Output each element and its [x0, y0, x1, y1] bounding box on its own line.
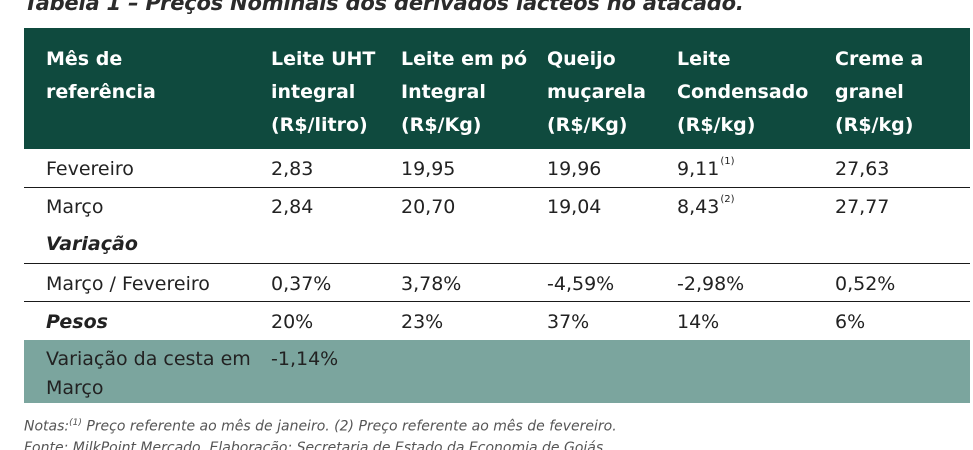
table-row-fevereiro: Fevereiro 2,83 19,95 19,96 9,11(1) 27,63: [24, 149, 970, 188]
table-row-marco: Março 2,84 20,70 19,04 8,43(2) 27,77: [24, 187, 970, 225]
cell-queijo: -4,59%: [547, 263, 677, 302]
cell-creme: 0,52%: [835, 263, 970, 302]
row-label: Março: [46, 196, 104, 219]
header-creme-granel: Creme a granel (R$/kg): [835, 48, 924, 136]
table-notes: Notas:(1) Preço referente ao mês de jane…: [24, 418, 617, 435]
row-label: Variação da cesta em Março: [46, 347, 251, 399]
header-leite-po: Leite em pó Integral (R$/Kg): [401, 48, 528, 136]
cell-queijo: 37%: [547, 310, 590, 333]
cell-leite-po: 19,95: [401, 149, 547, 188]
row-label: Fevereiro: [24, 149, 271, 188]
table-header-row: Mês de referência Leite UHT integral (R$…: [24, 28, 970, 149]
cell-leite-uht: 20%: [271, 310, 314, 333]
table-source: Fonte: MilkPoint Mercado. Elaboração: Se…: [24, 440, 608, 450]
cell-queijo: 19,04: [547, 196, 602, 219]
cell-leite-uht: 2,83: [271, 149, 401, 188]
footnote-marker: (2): [720, 194, 735, 206]
cell-condensado: 14%: [677, 310, 720, 333]
cell-cesta-value: -1,14%: [271, 347, 339, 370]
prices-table: Mês de referência Leite UHT integral (R$…: [24, 28, 970, 403]
cell-creme: 27,63: [835, 149, 970, 188]
cell-leite-po: 23%: [401, 310, 444, 333]
table-row-cesta: Variação da cesta em Março -1,14%: [24, 339, 970, 403]
cell-condensado: 8,43(2): [677, 194, 735, 219]
cell-creme: 27,77: [835, 196, 890, 219]
cell-leite-po: 3,78%: [401, 263, 547, 302]
cell-leite-uht: 0,37%: [271, 263, 401, 302]
table-row-pesos: Pesos 20% 23% 37% 14% 6%: [24, 302, 970, 340]
cell-condensado: 9,11(1): [677, 149, 835, 188]
cell-queijo: 19,96: [547, 149, 677, 188]
table-title: Tabela 1 – Preços Nominais dos derivados…: [24, 0, 744, 15]
section-heading-variacao: Variação: [24, 225, 271, 264]
notes-sup: (1): [69, 418, 82, 428]
header-leite-uht: Leite UHT integral (R$/litro): [271, 48, 376, 136]
header-queijo-mucarela: Queijo muçarela (R$/Kg): [547, 48, 646, 136]
cell-condensado: -2,98%: [677, 263, 835, 302]
row-label: Pesos: [46, 310, 108, 333]
cell-leite-po: 20,70: [401, 196, 456, 219]
header-mes-referencia: Mês de referência: [46, 48, 156, 103]
cell-leite-uht: 2,84: [271, 196, 314, 219]
cell-creme: 6%: [835, 310, 866, 333]
table-row-variacao: Março / Fevereiro 0,37% 3,78% -4,59% -2,…: [24, 263, 970, 302]
footnote-marker: (1): [720, 155, 735, 167]
header-leite-condensado: Leite Condensado (R$/kg): [677, 48, 809, 136]
section-row-variacao: Variação: [24, 225, 970, 264]
row-label: Março / Fevereiro: [24, 263, 271, 302]
